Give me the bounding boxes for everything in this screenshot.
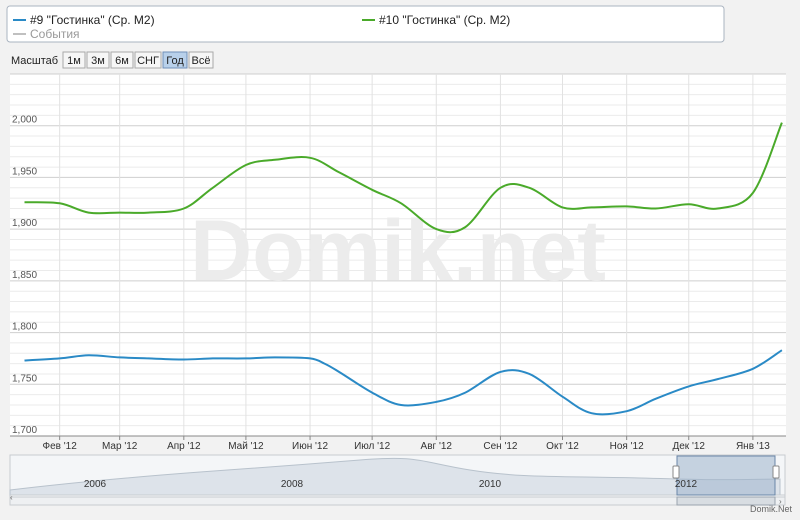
y-tick-label: 1,700 [12, 425, 37, 436]
x-axis-labels: Фев '12 Мар '12 Апр '12 Май '12 Июн '12 Июл '… [43, 436, 770, 452]
x-tick-label: Фев '12 [43, 441, 78, 452]
scroll-right-arrow-icon[interactable]: › [779, 497, 782, 506]
credit: Domik.Net [750, 504, 793, 514]
x-tick-label: Окт '12 [546, 441, 579, 452]
legend-item-series-10[interactable]: #10 "Гостинка" (Ср. M2) [362, 13, 510, 27]
navigator-scrollbar-thumb[interactable] [676, 496, 776, 506]
navigator-year-2006: 2006 [84, 479, 107, 490]
zoom-button-4[interactable]: Год [162, 51, 188, 69]
legend-label-series-9: #9 "Гостинка" (Ср. M2) [30, 13, 155, 27]
zoom-button-label: Год [166, 55, 184, 67]
zoom-button-2[interactable]: 6м [110, 51, 134, 69]
navigator-right-handle[interactable] [772, 465, 780, 479]
zoom-button-label: 6м [115, 55, 129, 67]
legend-label-events: События [30, 27, 80, 41]
series-line-9[interactable] [24, 349, 783, 416]
series-layer [24, 122, 783, 416]
navigator-year-2008: 2008 [281, 479, 304, 490]
scroll-left-arrow-icon[interactable]: ‹ [10, 493, 13, 502]
grid [10, 73, 786, 437]
legend-item-series-9[interactable]: #9 "Гостинка" (Ср. M2) [13, 13, 155, 27]
navigator-scrollbar-track[interactable] [9, 496, 786, 506]
x-tick-label: Янв '13 [736, 441, 770, 452]
y-tick-label: 1,950 [12, 166, 37, 177]
zoom-button-3[interactable]: СНГ [134, 51, 162, 69]
x-tick-label: Май '12 [228, 441, 264, 452]
y-tick-label: 1,750 [12, 373, 37, 384]
zoom-button-label: 1м [67, 55, 81, 67]
y-tick-label: 2,000 [12, 115, 37, 126]
x-tick-label: Апр '12 [167, 441, 201, 452]
x-tick-label: Июл '12 [354, 441, 391, 452]
zoom-button-label: Всё [192, 55, 211, 67]
navigator-year-2012: 2012 [675, 479, 698, 490]
zoom-button-label: СНГ [137, 55, 159, 67]
legend-item-events[interactable]: События [13, 27, 80, 41]
x-tick-label: Ноя '12 [610, 441, 644, 452]
zoom-button-group: 1м 3м 6м СНГ Год Всё [62, 51, 214, 69]
y-axis-labels: 1,700 1,750 1,800 1,850 1,900 1,950 2,000 [12, 115, 37, 436]
y-tick-label: 1,850 [12, 270, 37, 281]
legend-box [6, 5, 725, 43]
zoom-button-1[interactable]: 3м [86, 51, 110, 69]
x-tick-label: Авг '12 [421, 441, 453, 452]
y-tick-label: 1,900 [12, 218, 37, 229]
zoom-button-5[interactable]: Всё [188, 51, 214, 69]
navigator-left-handle[interactable] [672, 465, 680, 479]
zoom-button-label: 3м [91, 55, 105, 67]
x-tick-label: Июн '12 [292, 441, 328, 452]
x-tick-label: Мар '12 [102, 441, 138, 452]
navigator-year-2010: 2010 [479, 479, 502, 490]
zoom-label: Масштаб [11, 55, 58, 67]
x-tick-label: Сен '12 [483, 441, 518, 452]
legend-label-series-10: #10 "Гостинка" (Ср. M2) [379, 13, 510, 27]
plot-background [10, 74, 786, 436]
series-line-10[interactable] [24, 122, 783, 234]
zoom-button-0[interactable]: 1м [62, 51, 86, 69]
y-tick-label: 1,800 [12, 322, 37, 333]
x-tick-label: Дек '12 [672, 441, 705, 452]
watermark: Domik.net [190, 203, 606, 299]
